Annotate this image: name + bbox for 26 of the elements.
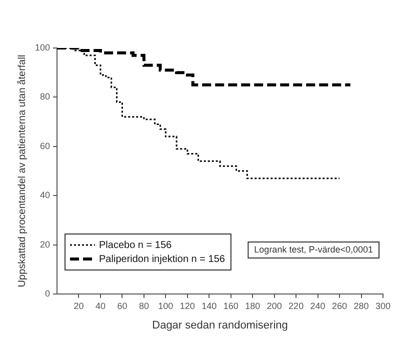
x-tick-label: 120 — [180, 300, 195, 311]
x-tick-label: 140 — [202, 300, 217, 311]
legend-label: Placebo n = 156 — [99, 240, 172, 251]
y-tick-label: 80 — [40, 92, 50, 102]
x-tick-label: 300 — [375, 300, 391, 311]
x-tick-label: 100 — [158, 300, 174, 311]
x-tick-label: 180 — [245, 300, 260, 311]
x-tick-label: 20 — [74, 300, 84, 311]
x-tick-label: 40 — [95, 300, 106, 311]
y-tick-label: 60 — [40, 140, 50, 151]
y-axis-title: Uppskattad procentandel av patienterna utan återfall — [16, 54, 28, 288]
x-tick-label: 280 — [354, 300, 369, 311]
y-tick-label: 20 — [40, 239, 50, 250]
annotation: Logrank test, P-värde<0,0001 — [254, 244, 373, 254]
y-tick-label: 100 — [34, 42, 50, 52]
x-tick-label: 240 — [310, 300, 326, 311]
x-tick-label: 260 — [332, 300, 348, 311]
legend-label: Paliperidon injektion n = 156 — [99, 254, 226, 265]
y-tick-label: 40 — [40, 190, 50, 200]
x-tick-label: 60 — [117, 300, 128, 311]
x-axis-title: Dagar sedan randomisering — [152, 319, 288, 332]
y-tick-label: 0 — [45, 288, 50, 298]
x-tick-label: 220 — [288, 300, 304, 311]
x-tick-label: 200 — [266, 300, 282, 311]
x-tick-label: 160 — [223, 300, 238, 311]
x-tick-label: 80 — [138, 300, 149, 311]
